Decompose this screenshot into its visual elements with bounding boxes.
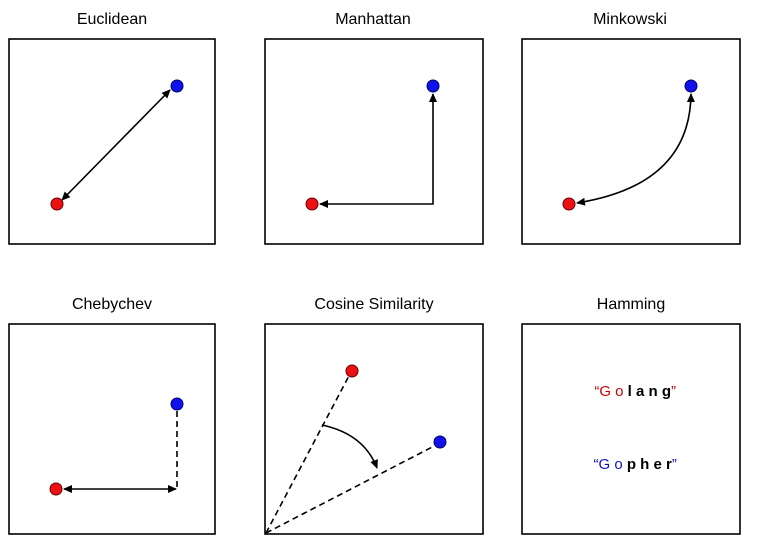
word-2-differing-chars: p h e r (623, 456, 672, 473)
panel-title-hamming: Hamming (597, 296, 665, 313)
point-b (684, 79, 698, 93)
vector-b (265, 442, 441, 534)
euclidean-distance-arrow (61, 89, 171, 201)
word-1-matching-chars: G o (599, 383, 623, 400)
panel-minkowski: Minkowski (521, 11, 741, 245)
panel-box-hamming (521, 323, 741, 535)
panel-title-minkowski: Minkowski (593, 11, 667, 28)
point-a (50, 197, 64, 211)
hamming-word-2: “G o p h e r” (564, 456, 697, 473)
word-2-close-quote: ” (672, 456, 677, 473)
panel-manhattan: Manhattan (264, 11, 484, 245)
point-a (305, 197, 319, 211)
minkowski-distance-curve (576, 93, 695, 206)
panel-box-manhattan (264, 38, 484, 245)
word-1-close-quote: ” (671, 383, 676, 400)
panel-box-minkowski (521, 38, 741, 245)
point-b (433, 435, 447, 449)
point-a (345, 364, 359, 378)
panel-title-euclidean: Euclidean (77, 11, 147, 28)
angle-arc-arrow (321, 424, 378, 469)
panel-box-chebychev (8, 323, 216, 535)
point-a (49, 482, 63, 496)
panel-box-euclidean (8, 38, 216, 245)
panel-box-cosine (264, 323, 484, 535)
manhattan-distance-path (319, 93, 437, 208)
panel-title-chebychev: Chebychev (72, 296, 152, 313)
word-1-differing-chars: l a n g (624, 383, 672, 400)
point-b (170, 397, 184, 411)
word-2-matching-chars: G o (598, 456, 622, 473)
panel-euclidean: Euclidean (8, 11, 216, 245)
point-b (170, 79, 184, 93)
word-1-open-quote: “ (594, 383, 599, 400)
vector-a (265, 371, 352, 534)
hamming-word-1: “G o l a n g” (565, 383, 697, 400)
word-2-open-quote: “ (593, 456, 598, 473)
panel-title-manhattan: Manhattan (335, 11, 411, 28)
panel-title-cosine: Cosine Similarity (314, 296, 433, 313)
panel-hamming: Hamming “G o l a n g” “G o p h e r” (521, 296, 741, 535)
point-a (562, 197, 576, 211)
panel-cosine: Cosine Similarity (264, 296, 484, 535)
panel-chebychev: Chebychev (8, 296, 216, 535)
point-b (426, 79, 440, 93)
